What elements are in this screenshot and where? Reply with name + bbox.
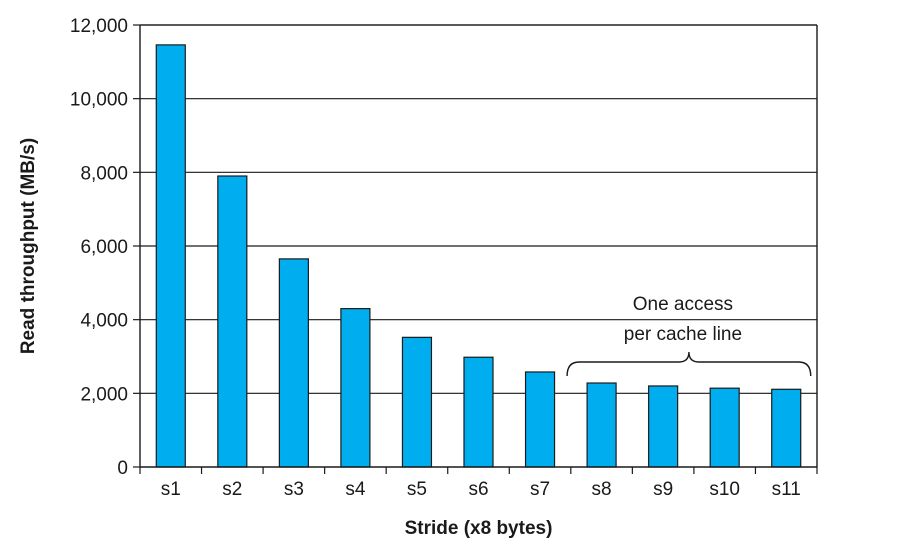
- annotation-line-1: One access: [633, 294, 733, 315]
- bar-s7: [524, 371, 556, 468]
- bar-s2: [217, 175, 248, 468]
- y-tick-label: 2,000: [80, 384, 128, 405]
- x-tick-label-s5: s5: [407, 479, 427, 500]
- axes: [133, 24, 818, 474]
- bar-s9: [648, 385, 679, 468]
- x-tick-label-s2: s2: [222, 479, 242, 500]
- x-tick-label-s8: s8: [592, 479, 612, 500]
- bar-s5: [401, 336, 433, 468]
- x-tick-label-s11: s11: [772, 479, 801, 500]
- x-tick-label-s3: s3: [284, 479, 304, 500]
- cache-line-annotation: One access per cache line: [566, 294, 812, 377]
- bar-s4: [340, 308, 371, 468]
- y-tick-label: 8,000: [80, 163, 128, 184]
- y-tick-label: 10,000: [70, 90, 128, 111]
- x-tick-label-s6: s6: [468, 479, 488, 500]
- bar-s8: [586, 382, 617, 468]
- x-tick-label-s1: s1: [161, 479, 181, 500]
- annotation-line-2: per cache line: [624, 324, 742, 345]
- x-tick-label-s4: s4: [345, 479, 366, 500]
- bar-s11: [771, 388, 802, 468]
- y-tick-label: 0: [117, 458, 128, 479]
- bar-s1: [155, 44, 186, 468]
- bar-s6: [463, 356, 494, 468]
- x-tick-label-s10: s10: [709, 479, 740, 500]
- bar-s10: [709, 387, 740, 468]
- x-tick-labels: s1 s2 s3 s4 s5 s6 s7 s8 s9 s10 s11: [161, 479, 801, 500]
- y-tick-label: 12,000: [70, 16, 128, 37]
- x-axis-title: Stride (x8 bytes): [405, 518, 553, 539]
- x-tick-label-s7: s7: [530, 479, 550, 500]
- y-tick-label: 4,000: [80, 311, 128, 332]
- y-tick-label: 6,000: [80, 237, 128, 258]
- y-axis-title: Read throughput (MB/s): [18, 138, 39, 354]
- x-tick-label-s9: s9: [653, 479, 673, 500]
- bar-s3: [278, 258, 309, 468]
- bars: [155, 44, 802, 468]
- annotation-brace: [566, 351, 812, 377]
- y-tick-labels: 0 2,000 4,000 6,000 8,000 10,000 12,000: [70, 16, 128, 479]
